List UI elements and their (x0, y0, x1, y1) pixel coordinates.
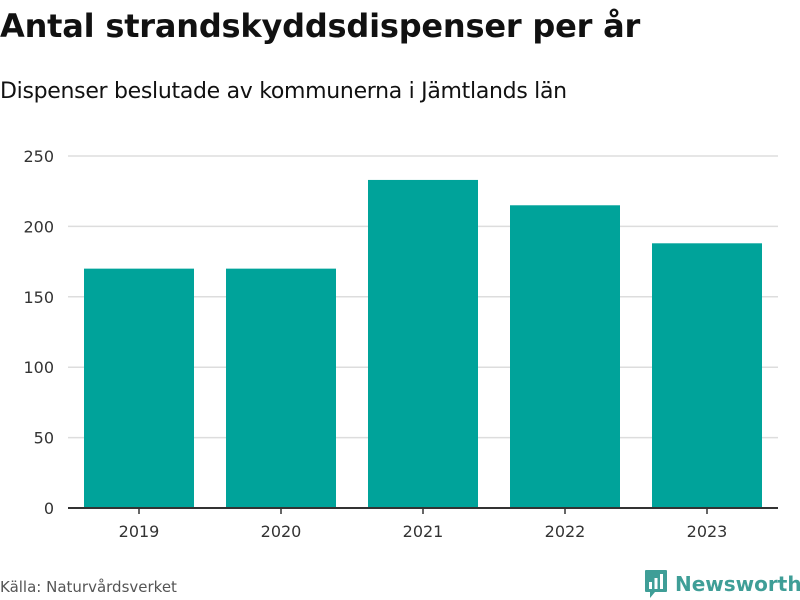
brand-logo: Newsworthy (644, 569, 800, 599)
y-tick-label-50: 50 (34, 429, 54, 448)
chart-title: Antal strandskyddsdispenser per år (0, 7, 641, 45)
y-tick-label-150: 150 (23, 288, 54, 307)
bar-2021 (368, 179, 478, 508)
x-tick-label-2023: 2023 (687, 522, 728, 541)
brand-name: Newsworthy (675, 572, 800, 596)
chart-subtitle: Dispenser beslutade av kommunerna i Jämt… (0, 79, 567, 104)
bar-2019 (84, 268, 194, 508)
x-tick-label-2021: 2021 (403, 522, 444, 541)
y-tick-label-200: 200 (23, 217, 54, 236)
bar-2022 (510, 205, 620, 508)
y-tick-label-100: 100 (23, 358, 54, 377)
bar-chart-icon (645, 570, 667, 598)
y-tick-label-0: 0 (44, 499, 54, 518)
bar-2020 (226, 268, 336, 508)
x-tick-label-2020: 2020 (261, 522, 302, 541)
y-tick-label-250: 250 (23, 147, 54, 166)
x-tick-label-2019: 2019 (119, 522, 160, 541)
bar-2023 (652, 243, 762, 508)
x-tick-label-2022: 2022 (545, 522, 586, 541)
source-note: Källa: Naturvårdsverket (0, 578, 177, 596)
